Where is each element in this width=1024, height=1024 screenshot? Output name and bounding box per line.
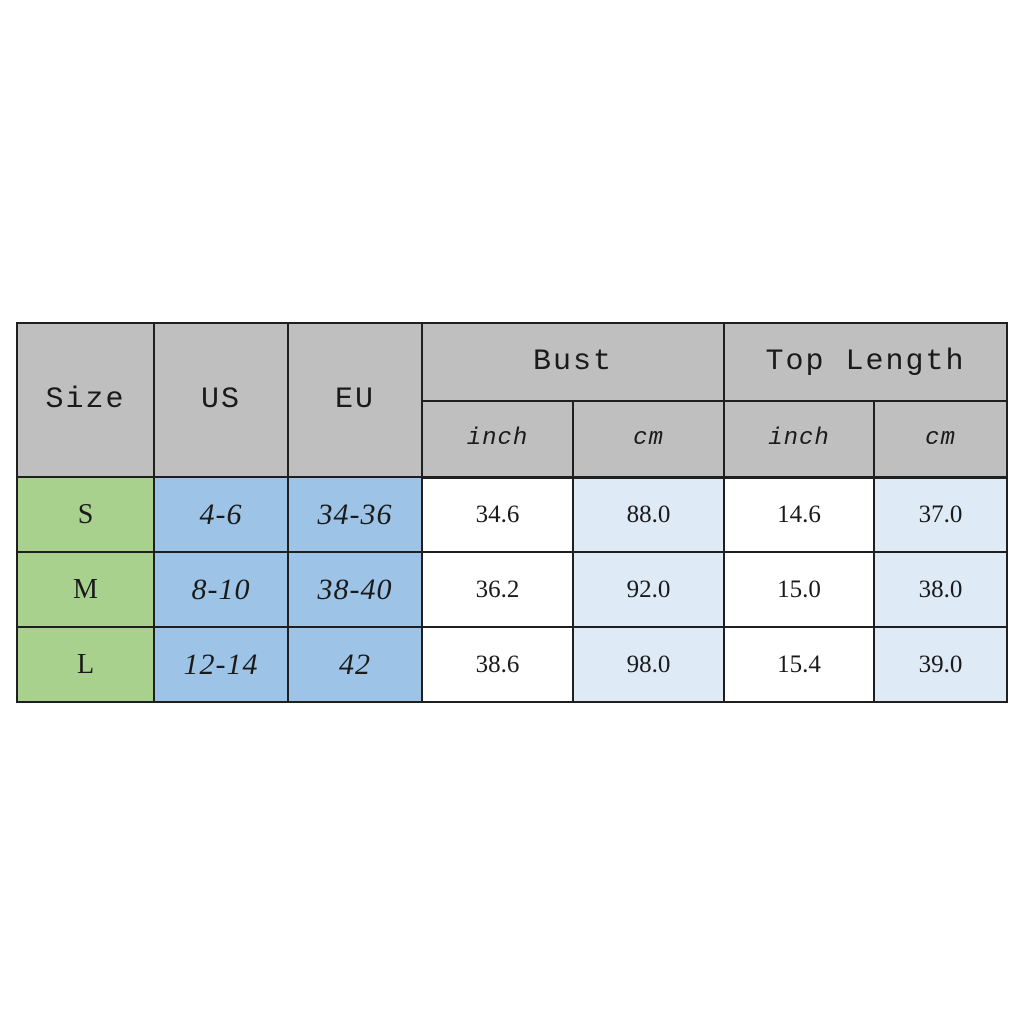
bust-cm-value-cell: 88.0 bbox=[571, 476, 726, 553]
header-top-length-cell: Top Length bbox=[723, 322, 1009, 402]
top-length-cm-value-cell: 37.0 bbox=[873, 476, 1009, 553]
unit-header-row: inch cm inch cm bbox=[17, 400, 1009, 479]
bust-cm-value-cell: 98.0 bbox=[571, 626, 726, 703]
header-size-cell: Size bbox=[16, 322, 155, 478]
bust-cm-value-cell: 92.0 bbox=[571, 551, 726, 628]
header-us-cell: US bbox=[153, 322, 289, 478]
size-chart-table: Size US EU Bust Top Length inch cm inch … bbox=[16, 322, 1009, 703]
header-bust-cell: Bust bbox=[420, 322, 726, 402]
subheader-bust-inch-cell: inch bbox=[421, 400, 574, 479]
top-length-cm-value-cell: 38.0 bbox=[873, 551, 1009, 628]
top-length-inch-value-cell: 14.6 bbox=[723, 476, 876, 553]
top-length-inch-value-cell: 15.0 bbox=[723, 551, 876, 628]
us-value-cell: 4-6 bbox=[153, 476, 289, 553]
eu-value-cell: 38-40 bbox=[287, 551, 423, 628]
subheader-top-length-cm-cell: cm bbox=[873, 400, 1009, 479]
top-length-inch-value-cell: 15.4 bbox=[723, 626, 876, 703]
table-row-s: S 4-6 34-36 34.6 88.0 14.6 37.0 bbox=[16, 476, 1009, 553]
header-row: Size US EU Bust Top Length bbox=[16, 322, 1009, 478]
eu-value-cell: 34-36 bbox=[287, 476, 423, 553]
subheader-top-length-inch-cell: inch bbox=[723, 400, 876, 479]
size-label-cell: M bbox=[16, 551, 155, 628]
us-value-cell: 8-10 bbox=[153, 551, 289, 628]
eu-value-cell: 42 bbox=[287, 626, 423, 703]
top-length-cm-value-cell: 39.0 bbox=[873, 626, 1009, 703]
size-label-cell: S bbox=[16, 476, 155, 553]
size-label-cell: L bbox=[16, 626, 155, 703]
table-row-l: L 12-14 42 38.6 98.0 15.4 39.0 bbox=[16, 626, 1009, 703]
header-eu-cell: EU bbox=[287, 322, 423, 478]
table-row-m: M 8-10 38-40 36.2 92.0 15.0 38.0 bbox=[16, 551, 1009, 628]
subheader-bust-cm-cell: cm bbox=[571, 400, 726, 479]
bust-inch-value-cell: 34.6 bbox=[421, 476, 574, 553]
bust-inch-value-cell: 38.6 bbox=[421, 626, 574, 703]
bust-inch-value-cell: 36.2 bbox=[421, 551, 574, 628]
us-value-cell: 12-14 bbox=[153, 626, 289, 703]
